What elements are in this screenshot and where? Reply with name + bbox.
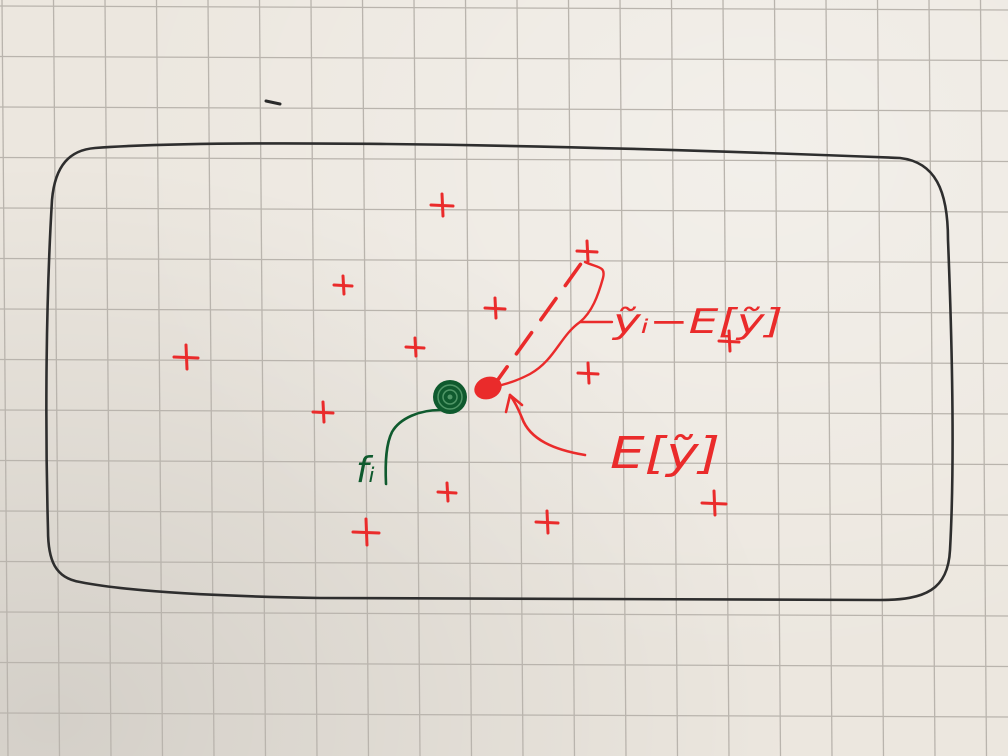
expectation-arrow: [508, 393, 587, 457]
sample-plus-icon: [576, 361, 600, 385]
grid-line-vertical: [258, 0, 267, 756]
grid-line-horizontal: [0, 661, 1008, 668]
deviation-dashed-line: [490, 256, 587, 390]
function-label-connector: [384, 408, 442, 486]
sample-plus-icon: [404, 336, 426, 358]
sample-markers: [172, 192, 741, 547]
sample-plus-icon: [351, 517, 381, 547]
grid-line-horizontal: [0, 459, 1008, 466]
grid-line-horizontal: [0, 308, 1008, 314]
arrow-head-icon: [504, 393, 524, 414]
stray-pencil-mark: [264, 99, 282, 106]
sample-plus-icon: [332, 274, 354, 296]
grid-line-vertical: [722, 0, 730, 756]
grid-line-horizontal: [0, 156, 1008, 163]
grid-line-vertical: [825, 0, 833, 756]
grid-line-vertical: [155, 0, 164, 756]
function-value-label: fᵢ: [356, 450, 375, 491]
sample-plus-icon: [436, 481, 458, 503]
grid-line-horizontal: [0, 409, 1008, 415]
grid-line-horizontal: [0, 611, 1008, 617]
grid-line-horizontal: [0, 106, 1008, 112]
sample-plus-icon: [483, 296, 507, 320]
grid-line-vertical: [413, 0, 421, 756]
grid-line-vertical: [567, 0, 576, 756]
boundary-rectangle: [45, 142, 954, 602]
expectation-dot: [474, 376, 502, 400]
grid-line-vertical: [52, 0, 61, 756]
grid-line-vertical: [1, 0, 9, 756]
grid-line-horizontal: [0, 55, 1008, 62]
sample-plus-icon: [172, 343, 200, 371]
grid-line-vertical: [464, 0, 473, 756]
sample-plus-icon: [700, 489, 728, 517]
deviation-label: ỹᵢ−E[ỹ]: [612, 302, 783, 342]
function-point-spiral-icon: [433, 380, 467, 414]
grid-line-vertical: [928, 0, 936, 756]
grid-line-vertical: [773, 0, 782, 756]
grid-line-vertical: [310, 0, 318, 756]
grid-line-vertical: [670, 0, 679, 756]
grid-line-horizontal: [0, 358, 1008, 365]
grid-line-vertical: [207, 0, 215, 756]
sample-plus-icon: [717, 329, 741, 353]
grid-line-horizontal: [0, 5, 1008, 11]
grid-line-horizontal: [0, 257, 1008, 264]
grid-line-horizontal: [0, 510, 1008, 516]
grid-line-vertical: [876, 0, 885, 756]
grid-line-horizontal: [0, 560, 1008, 567]
sample-plus-icon: [429, 192, 455, 218]
grid-line-horizontal: [0, 712, 1008, 718]
sample-plus-icon: [311, 400, 335, 424]
grid-line-vertical: [361, 0, 370, 756]
sample-plus-icon: [575, 239, 599, 263]
sample-plus-icon: [534, 509, 560, 535]
grid-line-horizontal: [0, 207, 1008, 213]
grid-line-vertical: [979, 0, 988, 756]
grid-line-vertical: [619, 0, 627, 756]
expectation-label: E[ỹ]: [610, 428, 720, 479]
grid-line-vertical: [104, 0, 112, 756]
